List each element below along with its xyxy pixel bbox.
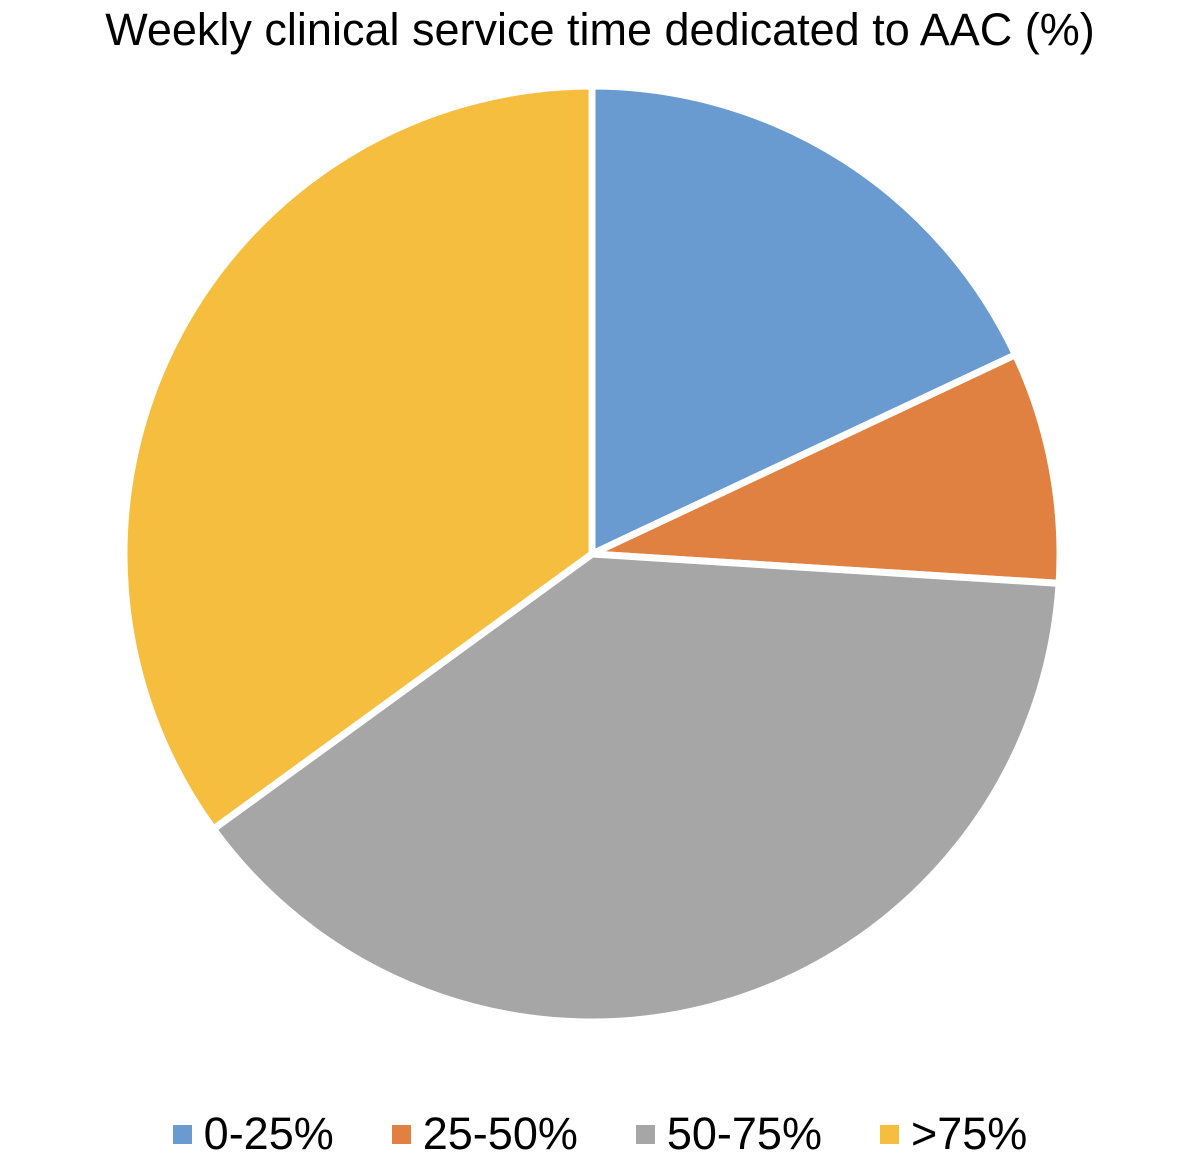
chart-title: Weekly clinical service time dedicated t… <box>105 4 1095 55</box>
legend-swatch-over-75 <box>879 1124 899 1144</box>
legend-label-0-25: 0-25% <box>203 1108 334 1159</box>
legend-label-over-75: >75% <box>910 1108 1028 1159</box>
legend-item-25-50: 25-50% <box>391 1108 578 1160</box>
pie-chart <box>120 82 1064 1026</box>
pie-slice-over-75 <box>120 82 596 833</box>
legend-item-over-75: >75% <box>879 1108 1028 1160</box>
legend-swatch-50-75 <box>635 1124 655 1144</box>
pie-slice-0-25 <box>588 82 1019 558</box>
legend-label-25-50: 25-50% <box>422 1108 578 1159</box>
legend-label-50-75: 50-75% <box>666 1108 822 1159</box>
legend-swatch-25-50 <box>391 1124 411 1144</box>
pie-slice-25-50 <box>588 351 1064 587</box>
legend: 0-25% 25-50% 50-75% >75% <box>0 1108 1200 1160</box>
legend-item-0-25: 0-25% <box>172 1108 334 1160</box>
pie-slice-50-75 <box>209 550 1063 1026</box>
legend-item-50-75: 50-75% <box>635 1108 822 1160</box>
pie-slices <box>120 82 1064 1026</box>
legend-swatch-0-25 <box>172 1124 192 1144</box>
